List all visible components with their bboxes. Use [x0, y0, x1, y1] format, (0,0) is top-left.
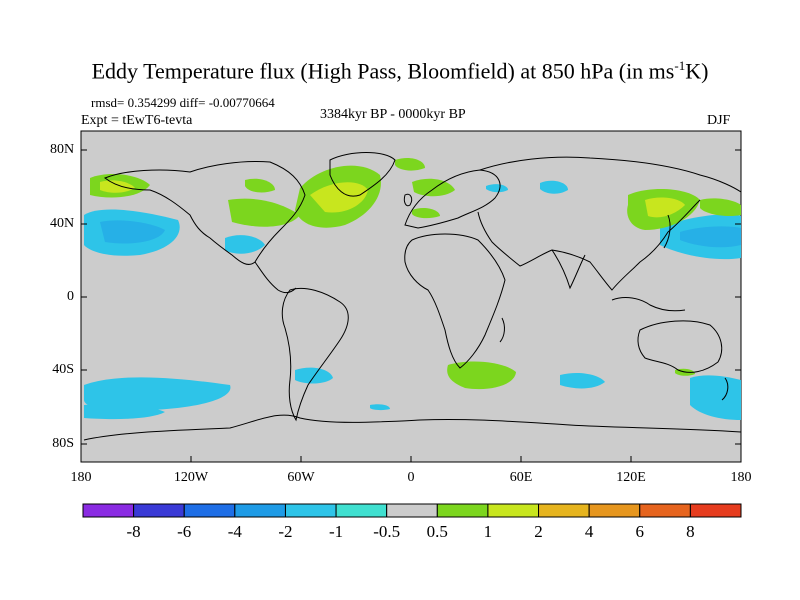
colorbar-swatch — [284, 503, 337, 518]
pos-patch-canada — [245, 178, 275, 193]
lon-label-0: 0 — [407, 470, 415, 485]
neg-patch-spac-south — [84, 403, 165, 420]
colorbar-tick-label: -4 — [227, 522, 242, 541]
lon-label-180w: 180 — [70, 470, 92, 485]
coast-greenland — [329, 152, 396, 197]
neg-patch-siberia — [540, 180, 568, 194]
map-title-main: Eddy Temperature flux (High Pass, Bloomf… — [91, 58, 675, 84]
map-title-end: K) — [685, 58, 709, 84]
lon-label-60w: 60W — [287, 470, 315, 485]
coast-british-isles — [403, 193, 413, 207]
coast-indonesia — [611, 297, 686, 312]
anomaly-patches — [84, 157, 741, 420]
colorbar-swatch — [487, 503, 540, 518]
lon-label-120w: 120W — [173, 470, 209, 485]
map-title-exponent: -1 — [674, 58, 686, 73]
colorbar-tick-label: 2 — [534, 522, 543, 541]
coast-india — [551, 249, 586, 290]
neg-patch-sindian-east — [560, 372, 605, 389]
coast-africa — [404, 233, 506, 369]
colorbar-swatch — [335, 503, 388, 518]
coast-madagascar — [499, 317, 505, 343]
neg-patch-urals — [486, 184, 508, 193]
neg-patch-npac-east-core — [100, 220, 165, 244]
neg-patch-spac — [84, 377, 231, 411]
pos-patch-sindian — [447, 361, 516, 390]
colorbar-tick-label: 8 — [686, 522, 695, 541]
colorbar-tick-label: 1 — [483, 522, 493, 541]
colorbar-tick-label: -2 — [278, 522, 293, 541]
pos-patch-greenland-sea — [395, 157, 425, 171]
coastlines — [83, 152, 742, 441]
lon-label-120e: 120E — [616, 470, 646, 485]
colorbar-swatch — [436, 503, 489, 518]
colorbar-swatch — [133, 503, 185, 518]
coast-south-america — [281, 287, 349, 422]
colorbar-swatch — [82, 503, 135, 518]
colorbar-tick-label: 0.5 — [426, 522, 448, 541]
colorbar-swatch — [588, 503, 641, 518]
colorbar-tick-label: -0.5 — [373, 522, 401, 541]
axis-ticks — [80, 149, 742, 462]
season-label: DJF — [707, 113, 731, 128]
pos-patch-natlantic-core — [310, 182, 368, 213]
pos-patch-europe — [412, 178, 455, 197]
colorbar-swatch — [183, 503, 236, 518]
colorbar-tick-label: -8 — [126, 522, 141, 541]
colorbar-tick-label: -1 — [328, 522, 344, 541]
coast-new-zealand — [721, 377, 729, 401]
pos-patch-east-asia-core — [645, 197, 685, 218]
colorbar-swatch — [386, 503, 438, 518]
coast-asia — [477, 156, 742, 291]
colorbar — [82, 503, 742, 518]
coast-europe — [404, 169, 501, 229]
colorbar-swatch — [689, 503, 742, 518]
colorbar-swatch — [639, 503, 691, 518]
pos-patch-alaska-core — [100, 180, 135, 193]
coast-antarctica — [83, 414, 742, 441]
colorbar-swatch — [538, 503, 590, 518]
lat-label-40n: 40N — [50, 216, 75, 231]
lat-label-40s: 40S — [52, 362, 74, 377]
map-frame — [80, 130, 742, 463]
colorbar-tick-label: 6 — [635, 522, 645, 541]
lat-label-80n: 80N — [50, 142, 75, 157]
lon-label-60e: 60E — [509, 470, 533, 485]
colorbar-tick-label: 4 — [584, 522, 594, 541]
experiment-label: Expt = tEwT6-tevta — [81, 113, 193, 128]
colorbar-tick-label: -6 — [177, 522, 192, 541]
lon-label-180e: 180 — [730, 470, 752, 485]
coast-north-america — [104, 161, 306, 265]
pos-patch-namerica — [228, 198, 300, 227]
map-title: Eddy Temperature flux (High Pass, Bloomf… — [0, 58, 800, 84]
neg-patch-small-sh — [370, 404, 390, 411]
neg-patch-gulf — [225, 235, 265, 254]
coast-japan — [663, 214, 671, 249]
lat-label-80s: 80S — [52, 436, 74, 451]
colorbar-swatch — [234, 503, 286, 518]
neg-patch-npac-west-core — [680, 226, 741, 248]
coast-australia — [637, 320, 723, 373]
pos-patch-kamchatka — [700, 198, 741, 217]
pos-patch-mediterranean — [412, 207, 440, 219]
lat-label-eq: 0 — [67, 289, 74, 304]
period-label: 3384kyr BP - 0000kyr BP — [320, 107, 466, 122]
rmsd-diff-text: rmsd= 0.354299 diff= -0.00770664 — [91, 95, 275, 110]
coast-central-america — [254, 261, 297, 294]
